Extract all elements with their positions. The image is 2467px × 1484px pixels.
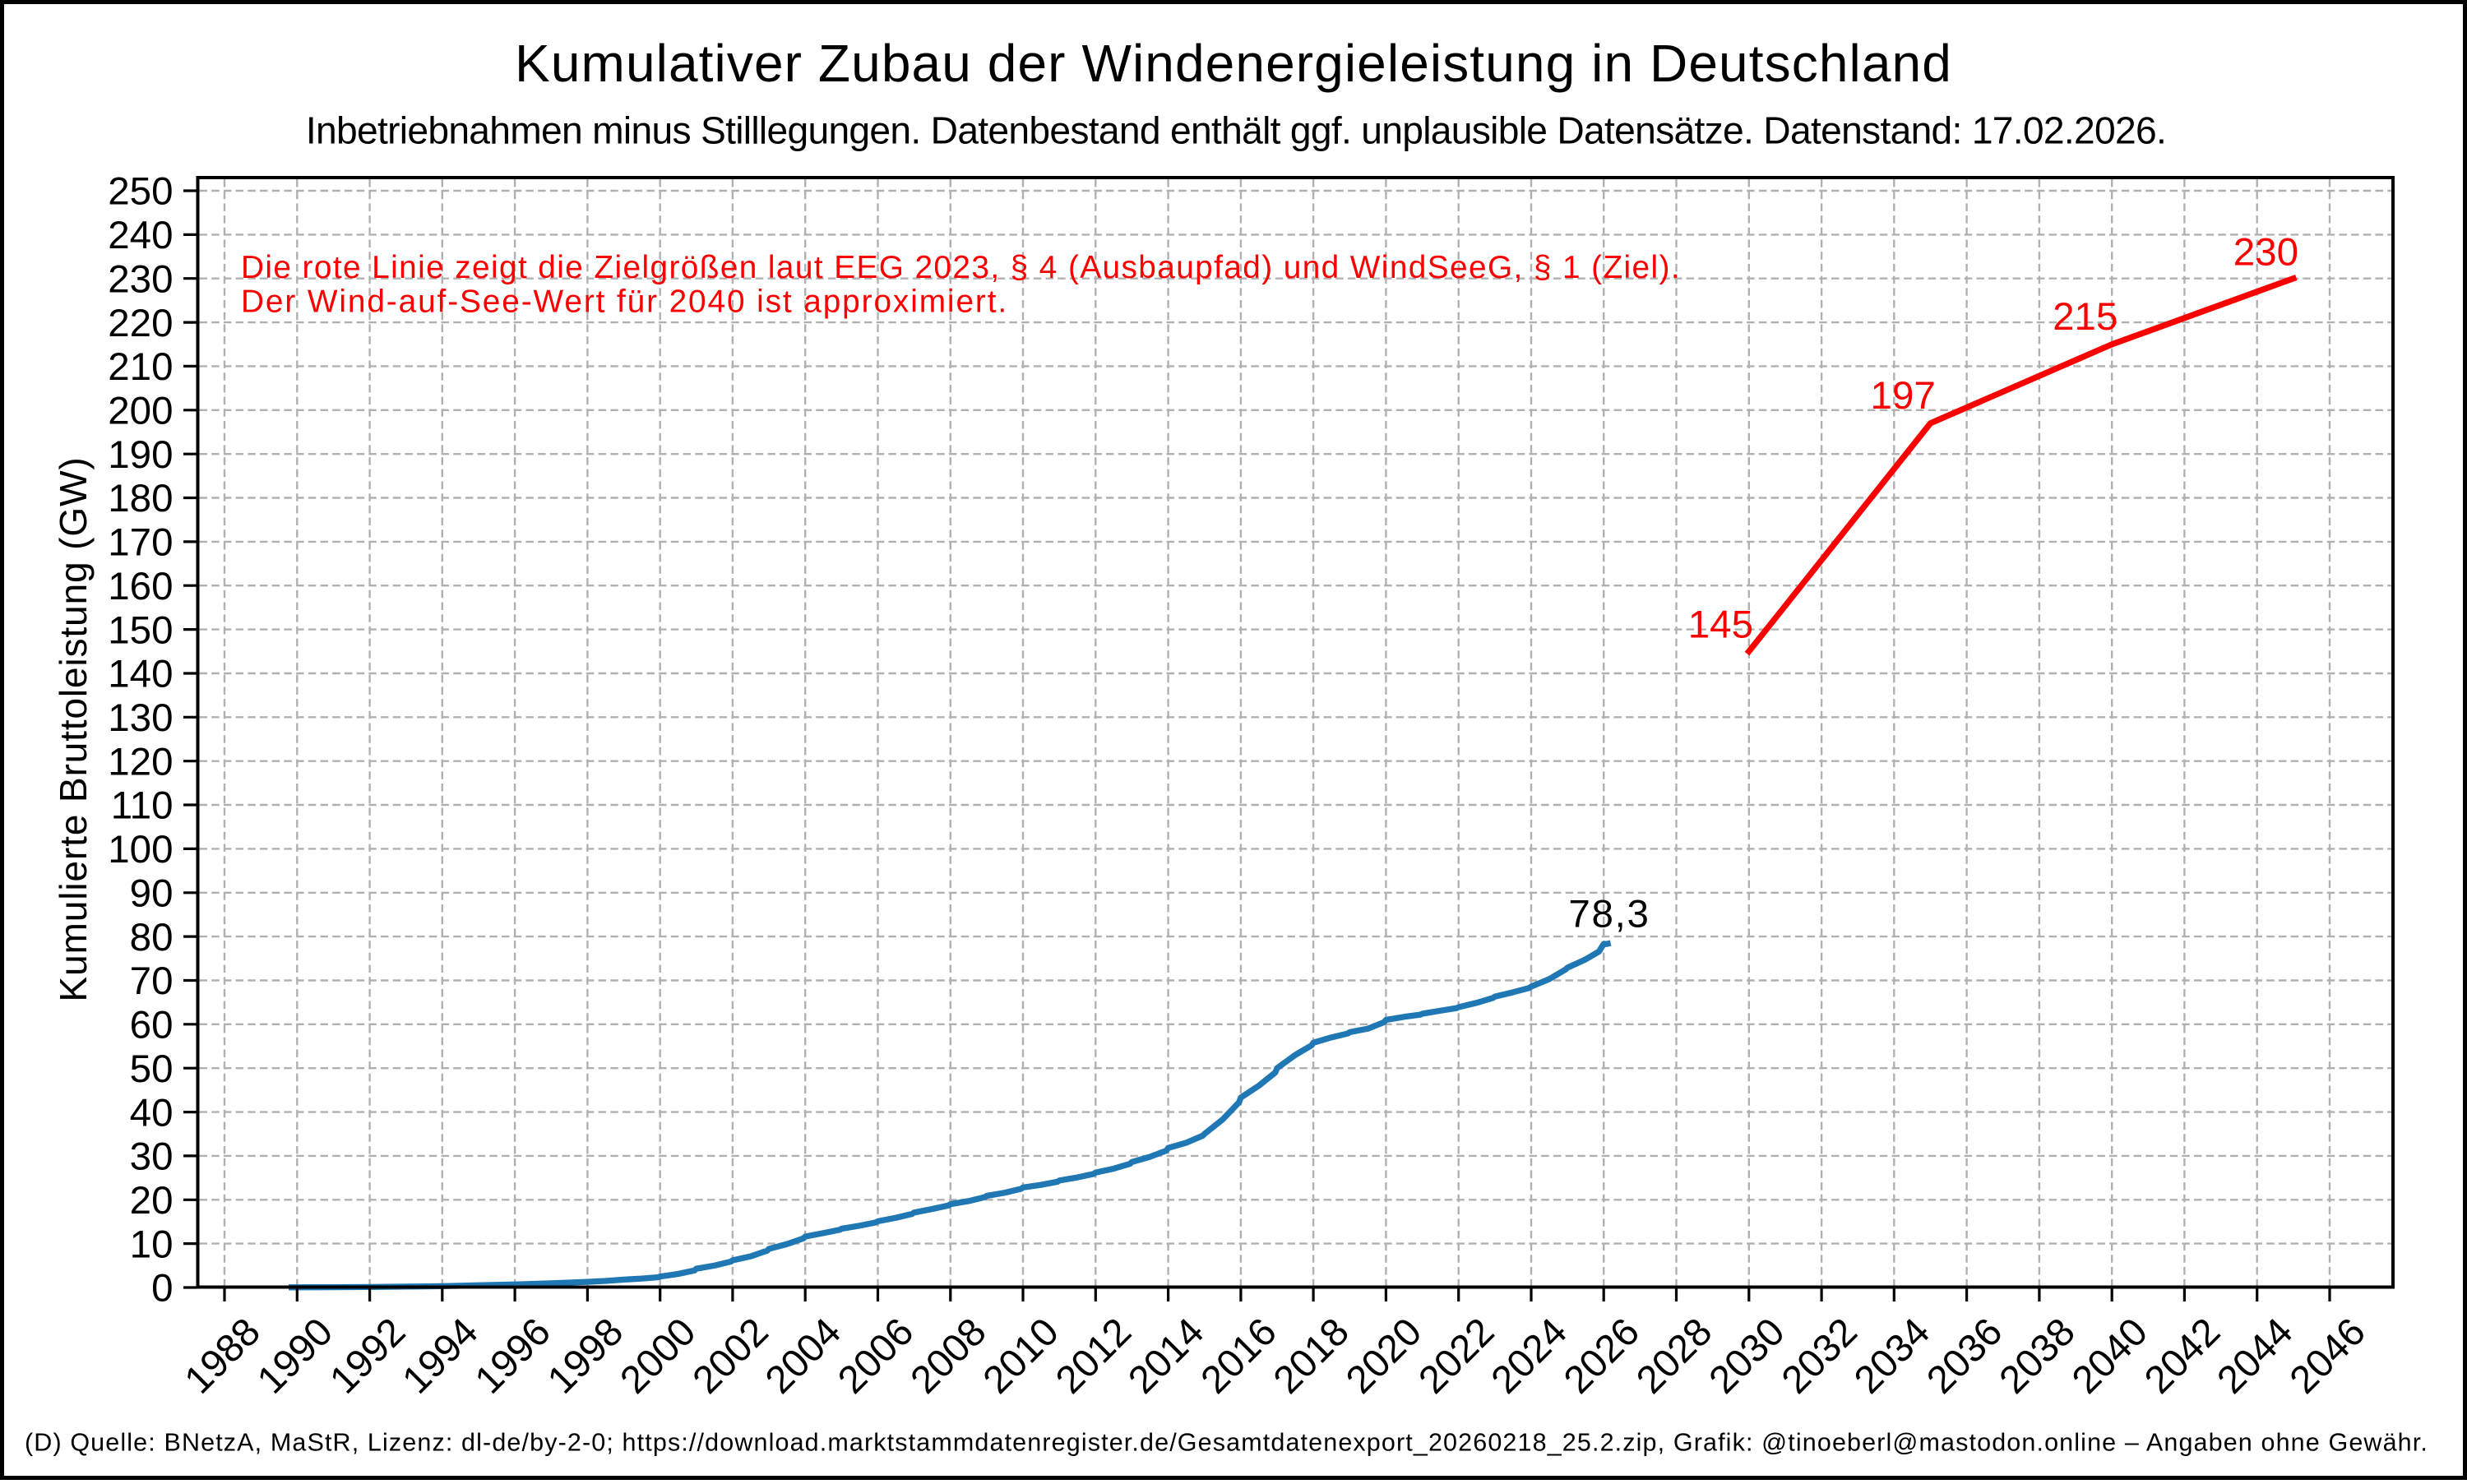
svg-text:50: 50 xyxy=(130,1047,174,1091)
svg-text:250: 250 xyxy=(108,170,173,214)
svg-text:197: 197 xyxy=(1871,374,1936,418)
svg-text:(D) Quelle: BNetzA, MaStR, Liz: (D) Quelle: BNetzA, MaStR, Lizenz: dl-de… xyxy=(25,1428,2428,1456)
svg-text:120: 120 xyxy=(108,740,173,784)
svg-text:240: 240 xyxy=(108,214,173,257)
svg-text:230: 230 xyxy=(108,257,173,301)
svg-text:70: 70 xyxy=(130,959,174,1003)
svg-text:170: 170 xyxy=(108,521,173,565)
svg-text:Inbetriebnahmen minus Stillleg: Inbetriebnahmen minus Stilllegungen. Dat… xyxy=(306,109,2166,152)
svg-text:180: 180 xyxy=(108,477,173,520)
svg-text:150: 150 xyxy=(108,608,173,652)
svg-text:230: 230 xyxy=(2233,231,2298,275)
svg-text:0: 0 xyxy=(151,1267,173,1311)
svg-text:20: 20 xyxy=(130,1179,174,1223)
svg-text:130: 130 xyxy=(108,696,173,740)
svg-text:210: 210 xyxy=(108,345,173,389)
svg-text:40: 40 xyxy=(130,1091,174,1135)
svg-text:100: 100 xyxy=(108,828,173,871)
svg-text:Der Wind-auf-See-Wert für 2040: Der Wind-auf-See-Wert für 2040 ist appro… xyxy=(241,284,1008,320)
svg-text:80: 80 xyxy=(130,916,174,959)
svg-text:160: 160 xyxy=(108,565,173,608)
svg-text:145: 145 xyxy=(1688,603,1753,647)
svg-text:Kumulativer Zubau der Windener: Kumulativer Zubau der Windenergieleistun… xyxy=(515,34,1952,93)
svg-text:10: 10 xyxy=(130,1223,174,1266)
svg-text:215: 215 xyxy=(2053,295,2118,339)
svg-text:200: 200 xyxy=(108,390,173,433)
svg-text:190: 190 xyxy=(108,433,173,477)
svg-text:30: 30 xyxy=(130,1135,174,1179)
svg-text:90: 90 xyxy=(130,872,174,916)
svg-text:60: 60 xyxy=(130,1004,174,1047)
svg-text:140: 140 xyxy=(108,653,173,696)
svg-text:Die rote Linie zeigt die Zielg: Die rote Linie zeigt die Zielgrößen laut… xyxy=(241,250,1681,285)
svg-text:78,3: 78,3 xyxy=(1568,893,1650,936)
svg-text:220: 220 xyxy=(108,302,173,345)
svg-text:110: 110 xyxy=(111,784,174,828)
svg-text:Kumulierte Bruttoleistung (GW): Kumulierte Bruttoleistung (GW) xyxy=(52,456,95,1001)
